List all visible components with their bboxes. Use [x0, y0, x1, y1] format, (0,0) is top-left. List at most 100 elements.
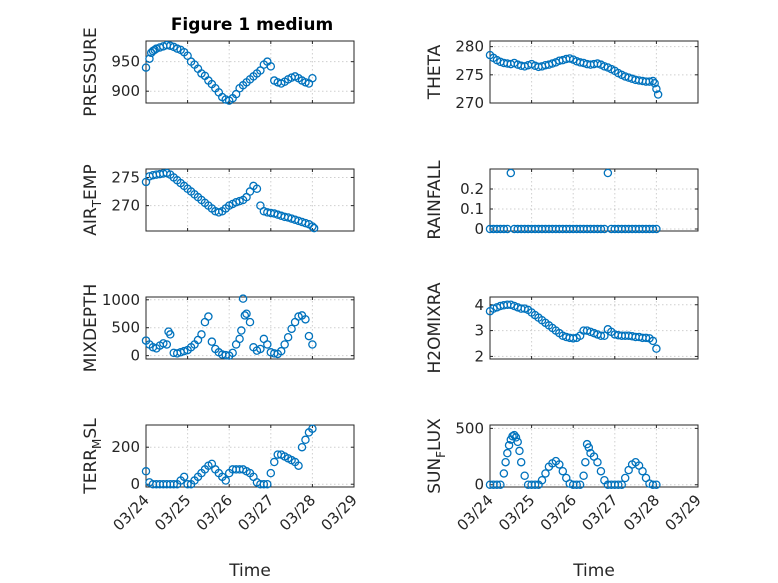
y-axis-label-main: PRESSURE	[81, 27, 101, 116]
y-axis-label-tail: EMP	[81, 164, 101, 200]
data-point	[308, 340, 317, 349]
y-axis-label: TERRMSL	[81, 418, 104, 495]
data-point	[508, 432, 517, 441]
y-axis-label-main: H2OMIXRA	[425, 282, 445, 373]
data-point	[259, 479, 269, 489]
data-point	[266, 468, 276, 478]
data-point	[648, 224, 658, 234]
y-axis-label: PRESSURE	[81, 27, 101, 116]
data-point	[537, 475, 547, 485]
axes-frame	[489, 424, 699, 488]
series-markers	[141, 40, 317, 105]
data-point	[204, 312, 213, 321]
y-axis-label-tail: LUX	[425, 418, 445, 451]
data-point	[496, 480, 505, 489]
y-axis-label: SUNFLUX	[425, 418, 448, 494]
data-point	[287, 324, 296, 334]
y-tick-label: 270	[111, 197, 140, 215]
series-markers	[485, 50, 663, 99]
data-point	[565, 54, 574, 63]
data-point	[652, 84, 661, 94]
data-point	[520, 471, 529, 480]
data-point	[504, 441, 514, 450]
x-tick-label: 03/27	[578, 491, 621, 534]
y-axis-label-subscript: T	[90, 199, 104, 208]
y-axis-label-tail: SL	[81, 418, 101, 439]
x-tick-label: 03/26	[193, 491, 236, 534]
data-point	[593, 457, 602, 467]
y-tick-label: 900	[111, 82, 140, 100]
data-point	[235, 334, 244, 344]
data-point	[510, 430, 519, 440]
data-point	[620, 473, 630, 483]
data-point	[245, 317, 255, 327]
x-tick-label: 03/24	[454, 491, 497, 534]
data-point	[614, 480, 623, 489]
data-point	[648, 480, 658, 489]
data-point	[548, 59, 557, 68]
series-markers	[141, 294, 317, 360]
data-point	[648, 76, 658, 86]
data-point	[581, 457, 590, 467]
data-point	[252, 184, 262, 193]
data-point	[513, 437, 522, 447]
x-tick-label: 03/25	[151, 491, 194, 534]
data-point	[304, 331, 314, 341]
data-point	[584, 443, 594, 452]
y-tick-label: 950	[111, 53, 140, 71]
data-point	[179, 472, 189, 482]
data-point	[541, 469, 550, 478]
data-point	[301, 315, 310, 324]
x-tick-label: 03/26	[537, 491, 580, 534]
y-tick-label: 0	[474, 220, 484, 238]
y-axis-label: MIXDEPTH	[81, 284, 101, 373]
data-point	[492, 480, 502, 489]
y-tick-label: 275	[111, 168, 140, 186]
y-tick-label: 0.2	[460, 180, 484, 198]
data-point	[301, 435, 310, 445]
data-point	[516, 457, 526, 467]
data-point	[638, 466, 647, 476]
y-tick-label: 2	[474, 347, 484, 365]
series-markers	[141, 168, 319, 233]
y-tick-label: 280	[455, 38, 484, 56]
y-tick-label: 270	[455, 94, 484, 112]
data-point	[169, 479, 178, 489]
y-tick-label: 4	[474, 296, 484, 314]
data-point	[240, 311, 250, 320]
data-point	[593, 59, 602, 68]
data-point	[197, 330, 206, 339]
data-point	[501, 457, 510, 467]
data-point	[309, 223, 319, 233]
x-tick-label: 03/29	[318, 491, 361, 534]
data-point	[652, 344, 661, 353]
data-point	[499, 469, 509, 478]
data-point	[511, 433, 521, 442]
data-point	[515, 446, 524, 456]
y-axis-label: THETA	[425, 44, 445, 100]
y-axis-label: H2OMIXRA	[425, 282, 445, 373]
data-point	[603, 168, 613, 178]
data-point	[141, 467, 151, 476]
data-point	[653, 90, 663, 99]
data-point	[530, 480, 540, 489]
data-point	[228, 348, 237, 358]
y-axis-label-subscript: F	[434, 451, 448, 458]
data-point	[650, 79, 659, 88]
data-point	[141, 63, 151, 72]
data-point	[645, 77, 654, 86]
x-axis-label: Time	[228, 561, 271, 581]
data-point	[600, 62, 609, 71]
data-point	[503, 448, 512, 458]
x-tick-label: 03/28	[276, 491, 319, 534]
subplot-theta: 270 275 280 THETA	[425, 38, 699, 112]
data-point	[294, 461, 303, 470]
data-point	[263, 340, 272, 349]
x-tick-label: 03/28	[620, 491, 663, 534]
subplot-h2omixra: 2 3 4 H2OMIXRA	[425, 282, 699, 374]
data-point	[263, 479, 272, 489]
data-point	[572, 480, 581, 489]
data-point	[558, 466, 568, 476]
